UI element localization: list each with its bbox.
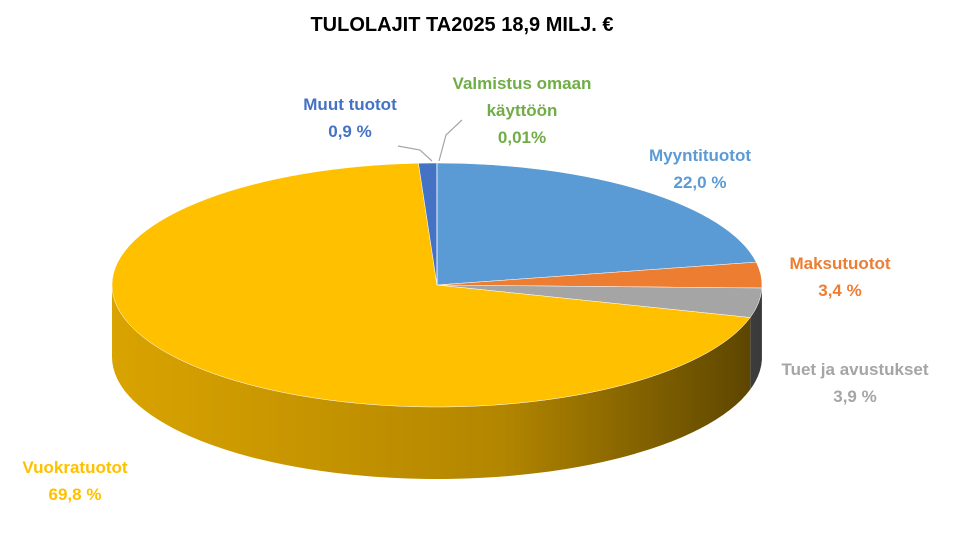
data-label: Myyntituotot 22,0 % — [649, 142, 751, 196]
tops — [111, 162, 763, 408]
value-label: 0,9 % — [328, 122, 372, 141]
category-label: Valmistus omaan käyttöön — [452, 74, 592, 120]
category-label: Muut tuotot — [303, 95, 397, 114]
category-label: Tuet ja avustukset — [781, 360, 929, 379]
value-label: 3,4 % — [818, 281, 862, 300]
data-label: Maksutuotot 3,4 % — [789, 250, 890, 304]
value-label: 69,8 % — [48, 485, 102, 504]
data-label: Vuokratuotot 69,8 % — [22, 454, 127, 508]
category-label: Myyntituotot — [649, 146, 751, 165]
slice-side-part — [112, 285, 751, 479]
slice — [111, 162, 751, 408]
data-label: Valmistus omaan käyttöön 0,01% — [447, 70, 597, 151]
leader-line — [438, 119, 463, 162]
value-label: 3,9 % — [833, 387, 877, 406]
chart-title: TULOLAJIT TA2025 18,9 MILJ. € — [310, 14, 614, 36]
value-label: 22,0 % — [673, 173, 727, 192]
data-label: Tuet ja avustukset 3,9 % — [781, 356, 928, 410]
slice — [436, 162, 757, 286]
value-label: 0,01% — [497, 128, 547, 147]
category-label: Vuokratuotot — [22, 458, 128, 477]
data-label: Muut tuotot 0,9 % — [303, 91, 396, 145]
category-label: Maksutuotot — [789, 254, 891, 273]
slice-side — [112, 285, 751, 479]
leader-line — [397, 145, 433, 162]
